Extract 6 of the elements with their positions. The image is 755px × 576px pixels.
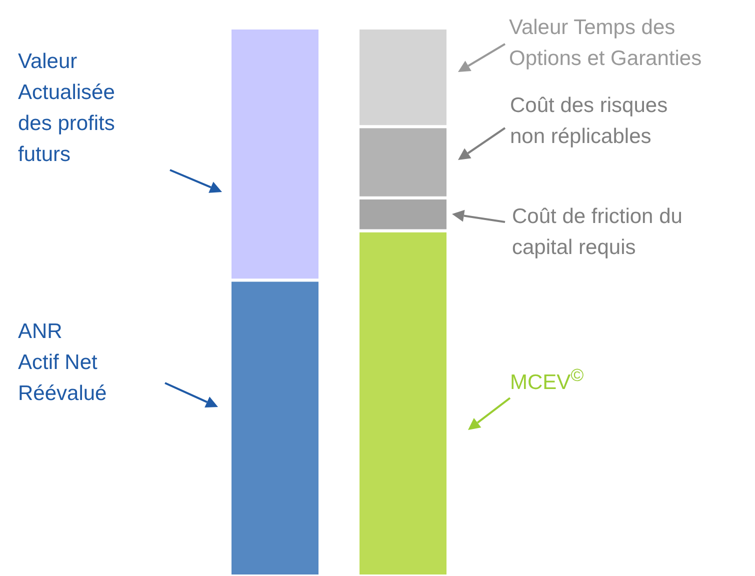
text: ANR Actif Net Réévalué — [18, 319, 107, 407]
text: MCEV$^{©}$ — [510, 364, 584, 396]
text: Valeur Temps des Options et Garanties — [509, 15, 702, 72]
text: Coût de friction du capital requis — [512, 204, 682, 261]
text: Valeur Actualisée des profits futurs — [18, 49, 115, 168]
text: Coût des risques non réplicables — [510, 93, 668, 150]
